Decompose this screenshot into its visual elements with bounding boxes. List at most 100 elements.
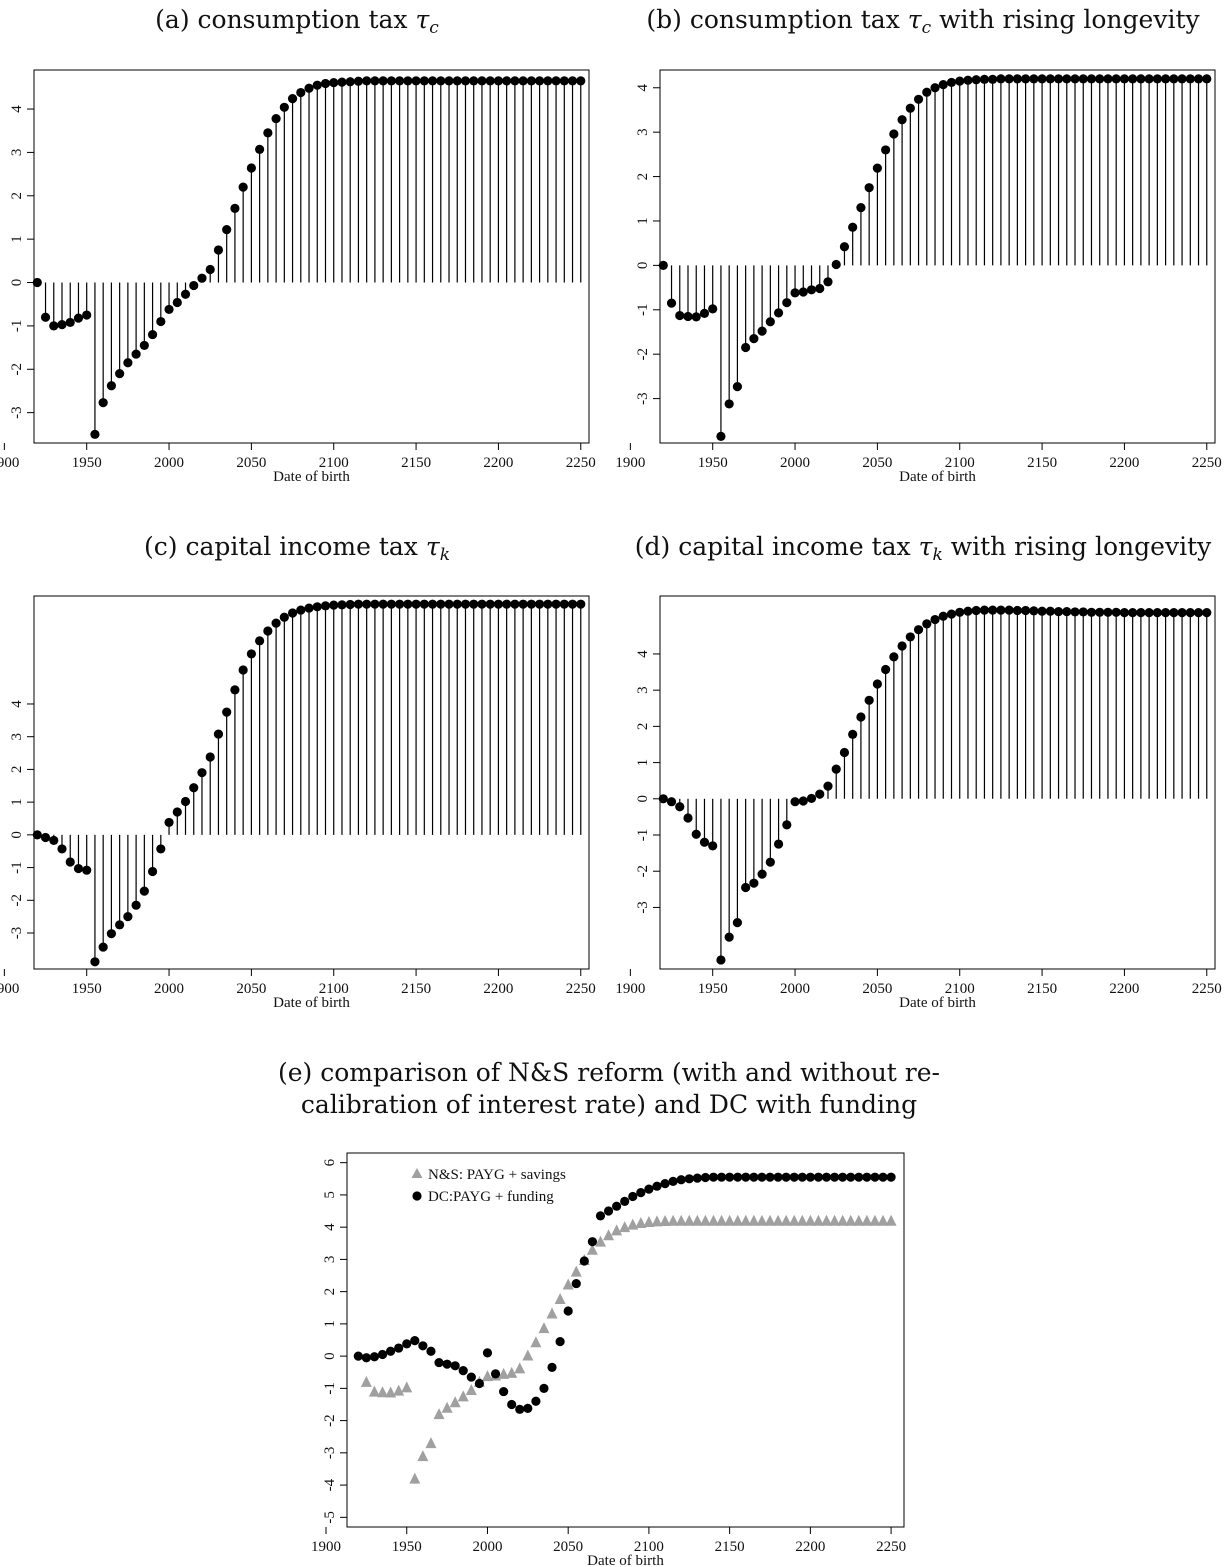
y-tick-label: 0: [635, 795, 651, 803]
data-point: [452, 76, 462, 86]
x-tick-label: 2050: [553, 1539, 583, 1555]
data-point-triangle: [853, 1214, 865, 1226]
data-point: [1193, 608, 1204, 618]
y-tick-label: 3: [635, 128, 651, 136]
data-point: [979, 605, 990, 615]
data-point-triangle: [538, 1322, 550, 1334]
x-tick-label: 1950: [392, 1539, 422, 1555]
data-point-circle: [434, 1357, 444, 1368]
data-point: [526, 599, 536, 609]
data-point: [773, 308, 784, 318]
data-point-circle: [765, 1172, 775, 1182]
y-tick-label: 2: [9, 192, 25, 200]
data-point: [831, 764, 841, 774]
data-point: [197, 273, 207, 283]
data-point-triangle: [465, 1383, 477, 1395]
data-point: [172, 297, 182, 308]
y-tick-label: -3: [322, 1447, 338, 1460]
data-point: [806, 285, 817, 295]
data-point: [49, 835, 59, 846]
data-point: [757, 869, 767, 879]
data-point-circle: [813, 1172, 824, 1182]
data-point: [979, 74, 990, 84]
data-point-circle: [716, 1172, 727, 1182]
data-point: [576, 599, 586, 609]
x-axis-title: Date of birth: [273, 995, 350, 1011]
data-point: [98, 398, 108, 408]
x-tick-label: 2050: [862, 981, 892, 997]
y-tick-label: -2: [9, 894, 25, 907]
data-point: [567, 599, 578, 609]
data-point: [304, 83, 314, 93]
data-point: [1144, 608, 1154, 618]
data-point-triangle: [821, 1214, 833, 1226]
data-point: [988, 605, 998, 615]
data-point: [131, 349, 141, 359]
data-point: [1169, 74, 1179, 84]
x-tick-label: 2150: [715, 1539, 745, 1555]
data-point: [139, 340, 149, 351]
data-point-triangle: [603, 1229, 615, 1241]
data-point-triangle: [457, 1390, 469, 1402]
data-point: [856, 712, 866, 722]
data-point-circle: [725, 1172, 735, 1182]
data-point: [411, 599, 421, 609]
data-point: [370, 599, 380, 609]
data-point: [49, 321, 59, 331]
data-point: [881, 145, 891, 155]
y-tick-label: -4: [322, 1478, 338, 1491]
data-point-triangle: [812, 1214, 824, 1226]
data-point: [518, 599, 528, 609]
data-point-triangle: [385, 1386, 397, 1398]
data-point: [848, 729, 858, 739]
data-point-triangle: [441, 1401, 453, 1413]
x-tick-label: 2200: [1109, 455, 1139, 471]
x-tick-label: 2200: [1109, 981, 1139, 997]
x-tick-label: 1950: [698, 455, 728, 471]
data-point: [40, 312, 51, 322]
chart-title: (a) consumption tax τc: [155, 5, 439, 38]
data-point: [1136, 74, 1146, 84]
data-point: [362, 76, 372, 86]
data-point: [971, 75, 981, 85]
data-point-circle: [878, 1172, 888, 1182]
data-point: [255, 144, 265, 154]
data-point-circle: [458, 1366, 468, 1376]
data-point: [444, 76, 454, 86]
data-point: [551, 76, 561, 86]
data-point: [255, 636, 265, 646]
data-point-triangle: [433, 1408, 445, 1420]
data-point: [1185, 74, 1195, 84]
data-point: [913, 94, 924, 104]
data-point-circle: [741, 1172, 751, 1182]
x-tick-label: 2250: [1192, 981, 1222, 997]
data-point: [1012, 74, 1022, 84]
data-point: [1078, 74, 1088, 84]
data-point-circle: [644, 1184, 654, 1194]
data-point: [1021, 74, 1031, 84]
data-point: [139, 886, 149, 896]
data-point: [1053, 74, 1064, 84]
y-tick-label: -2: [635, 865, 651, 878]
data-point: [1103, 607, 1113, 617]
x-tick-label: 2100: [945, 981, 975, 997]
y-tick-label: 4: [635, 84, 651, 92]
x-tick-label: 2200: [483, 455, 513, 471]
data-point-circle: [507, 1399, 517, 1410]
y-tick-label: -2: [322, 1414, 338, 1427]
data-point-triangle: [417, 1450, 429, 1462]
chart-panel-d: (d) capital income tax τk with rising lo…: [615, 532, 1221, 1011]
data-point: [460, 76, 471, 86]
data-point-triangle: [675, 1214, 687, 1226]
data-point: [82, 865, 92, 875]
data-point-circle: [499, 1386, 509, 1397]
data-point: [897, 115, 907, 125]
y-tick-label: 1: [635, 217, 651, 225]
data-point: [1078, 607, 1088, 617]
data-point-triangle: [360, 1375, 372, 1387]
plot-frame: [659, 69, 1216, 444]
data-point: [147, 329, 158, 340]
data-point: [815, 283, 825, 294]
data-point: [1103, 74, 1113, 84]
data-point-circle: [838, 1172, 848, 1182]
